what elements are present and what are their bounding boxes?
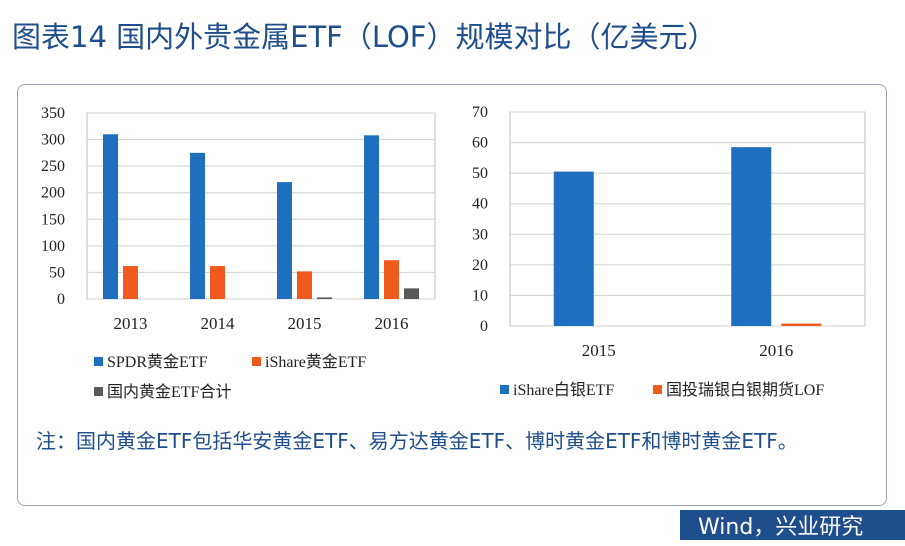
bar [781,323,822,326]
y-tick-label: 30 [472,226,488,243]
plot-area [86,112,436,300]
source-footer: Wind，兴业研究 [680,510,905,540]
chart-note: 注：国内黄金ETF包括华安黄金ETF、易方达黄金ETF、博时黄金ETF和博时黄金… [36,429,798,453]
y-tick-label: 0 [480,318,488,335]
x-tick-label: 2015 [288,314,322,333]
bar [123,266,138,299]
x-tick-label: 2016 [375,314,409,333]
y-tick-label: 350 [41,105,65,122]
x-tick-label: 2013 [114,314,148,333]
bar [210,266,225,299]
legend-label: SPDR黄金ETF [107,353,208,371]
legend-label: 国投瑞银白银期货LOF [666,381,824,399]
y-tick-label: 150 [41,211,65,228]
bar [317,297,332,299]
y-tick-label: 60 [472,135,488,152]
legend-swatch [252,357,261,366]
bar [384,260,399,299]
bar [553,171,594,326]
chart-title: 图表14 国内外贵金属ETF（LOF）规模对比（亿美元） [12,20,717,54]
gold-etf-chart: 0 50 100 150 200 250 300 350 2013 2014 2015 2016 SPD… [41,105,436,401]
y-tick-label: 300 [41,132,65,149]
legend-swatch [94,387,103,396]
y-tick-label: 0 [57,291,65,308]
y-tick-label: 200 [41,185,65,202]
bar [190,152,205,299]
bar [103,134,118,299]
x-tick-label: 2014 [201,314,236,333]
x-tick-label: 2016 [759,341,793,360]
legend-swatch [500,385,509,394]
legend-label: iShare黄金ETF [265,353,366,371]
legend-label: 国内黄金ETF合计 [107,383,231,401]
bar [364,135,379,299]
y-tick-label: 50 [49,264,65,281]
y-tick-label: 40 [472,196,488,213]
silver-etf-chart: 0 10 20 30 40 50 60 70 2015 2016 iShare白银ETF 国投瑞银白银… [472,104,866,399]
y-tick-label: 70 [472,104,488,121]
legend-label: iShare白银ETF [513,381,614,399]
y-tick-label: 20 [472,257,488,274]
legend-swatch [653,385,662,394]
y-tick-label: 250 [41,158,65,175]
bar [297,271,312,299]
y-tick-label: 50 [472,165,488,182]
x-tick-label: 2015 [582,341,616,360]
bar [731,147,772,326]
bar [404,288,419,299]
bar [277,182,292,299]
y-tick-label: 100 [41,238,65,255]
legend-swatch [94,357,103,366]
y-tick-label: 10 [472,287,488,304]
